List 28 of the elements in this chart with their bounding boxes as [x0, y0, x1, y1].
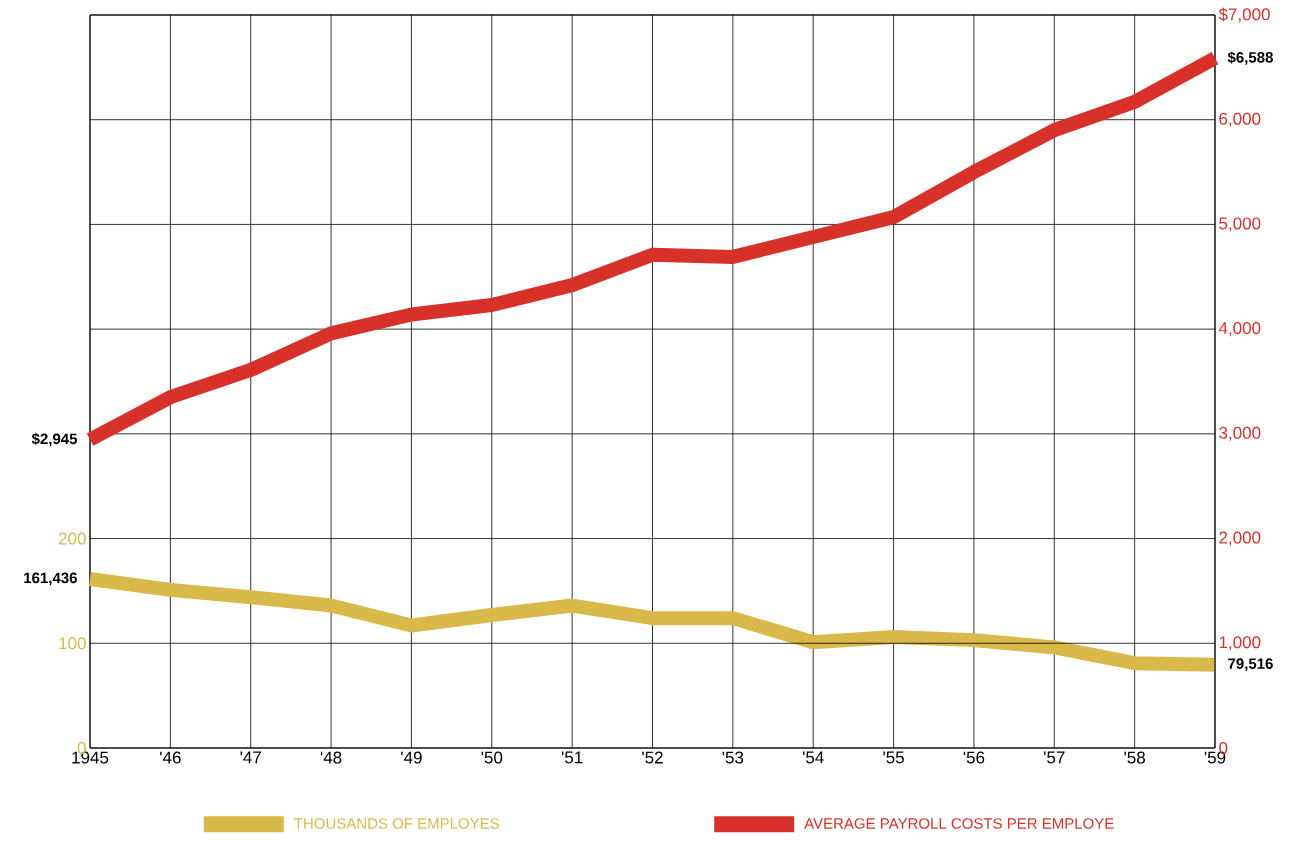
- x-tick-label: '50: [481, 751, 503, 764]
- text: AVERAGE PAYROLL COSTS PER EMPLOYE: [804, 818, 1114, 829]
- y2-tick-label: 5,000: [1219, 217, 1261, 232]
- y-tick-label: 100: [59, 637, 86, 650]
- data-label: $2,945: [31, 432, 78, 447]
- x-tick-label: '56: [963, 751, 985, 764]
- x-tick-label: '48: [320, 751, 342, 764]
- text: THOUSANDS OF EMPLOYES: [294, 818, 499, 829]
- y-tick-label: 200: [58, 532, 86, 545]
- y2-tick-label: 4,000: [1218, 322, 1261, 337]
- x-tick-label: '47: [240, 751, 261, 764]
- y2-tick-label: 1,000: [1219, 636, 1261, 651]
- x-tick-label: '51: [561, 751, 583, 764]
- x-tick-label: '54: [803, 751, 824, 764]
- y2-tick-label: $7,000: [1218, 7, 1270, 23]
- y2-tick-label: 2,000: [1219, 531, 1261, 546]
- x-tick-label: '57: [1044, 751, 1065, 764]
- y2-tick-label: 3,000: [1219, 426, 1261, 441]
- x-tick-label: '49: [401, 751, 422, 764]
- x-tick-label: '55: [883, 751, 904, 764]
- annotation: 161,436: [24, 572, 77, 586]
- annotation: 79,516: [1228, 658, 1273, 672]
- y2-tick-label: 6,000: [1219, 112, 1261, 127]
- data-label: $6,588: [1227, 51, 1273, 65]
- x-tick-label: '46: [160, 751, 181, 764]
- x-tick-label: '52: [642, 751, 663, 764]
- x-tick-label: '53: [722, 751, 744, 764]
- x-tick-label: '58: [1124, 751, 1145, 764]
